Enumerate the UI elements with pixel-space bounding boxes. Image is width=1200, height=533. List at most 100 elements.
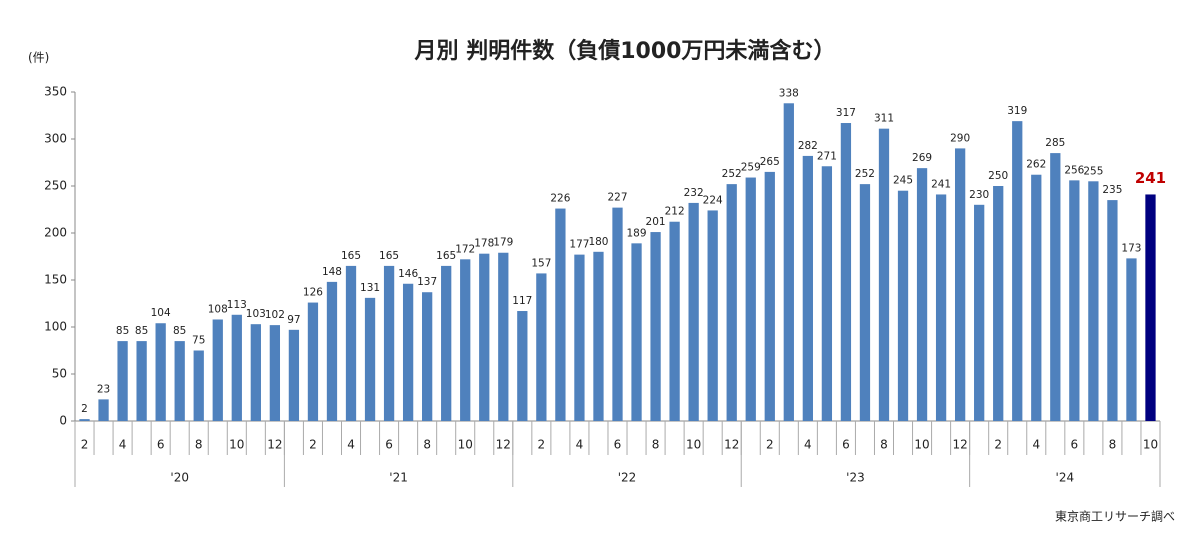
- value-label: 290: [950, 132, 970, 144]
- value-label: 85: [173, 325, 186, 337]
- bar: [212, 319, 223, 421]
- bar: [1088, 181, 1099, 421]
- bar: [460, 259, 471, 421]
- x-tick-label: 2: [538, 438, 546, 452]
- value-label: 23: [97, 383, 110, 395]
- value-label: 165: [341, 250, 361, 262]
- x-tick-label: 6: [1071, 438, 1079, 452]
- y-tick-label: 50: [52, 367, 67, 381]
- bar: [650, 232, 661, 421]
- bar: [821, 166, 833, 421]
- value-label: 252: [722, 168, 742, 180]
- x-tick-label: 6: [385, 438, 393, 452]
- x-tick-label: 12: [267, 438, 282, 452]
- bar: [174, 341, 185, 421]
- bar: [726, 184, 737, 421]
- y-tick-label: 150: [44, 273, 67, 287]
- bar: [840, 123, 852, 422]
- value-label: 250: [988, 170, 1008, 182]
- x-tick-label: 8: [652, 438, 660, 452]
- value-label: 224: [703, 194, 723, 206]
- bar: [783, 103, 794, 421]
- bar: [1069, 180, 1080, 421]
- y-tick-label: 300: [44, 132, 67, 146]
- value-label: 245: [893, 175, 913, 187]
- bar: [954, 148, 966, 421]
- x-group-label: '23: [846, 471, 865, 485]
- chart-title: 月別 判明件数（負債1000万円未満含む）: [414, 38, 836, 64]
- x-tick-label: 4: [347, 438, 355, 452]
- x-tick-label: 8: [880, 438, 888, 452]
- value-label: 108: [208, 303, 228, 315]
- x-tick-label: 10: [229, 438, 244, 452]
- bar: [269, 325, 281, 421]
- x-tick-label: 2: [994, 438, 1002, 452]
- value-label: 146: [398, 268, 418, 280]
- value-label: 271: [817, 150, 837, 162]
- value-label: 227: [607, 192, 627, 204]
- x-tick-label: 12: [724, 438, 739, 452]
- bar: [307, 302, 319, 421]
- x-tick-label: 8: [423, 438, 431, 452]
- value-label: 255: [1083, 165, 1103, 177]
- bar: [422, 292, 433, 421]
- x-tick-label: 8: [195, 438, 203, 452]
- bar: [1107, 200, 1118, 421]
- x-group-label: '20: [170, 471, 189, 485]
- value-label: 103: [246, 308, 266, 320]
- value-label: 241: [931, 178, 951, 190]
- value-label: 75: [192, 335, 205, 347]
- x-tick-label: 12: [496, 438, 511, 452]
- bar: [364, 297, 376, 421]
- x-tick-label: 2: [81, 438, 89, 452]
- value-label: 148: [322, 266, 342, 278]
- bar: [631, 243, 642, 421]
- value-label: 262: [1026, 159, 1046, 171]
- y-tick-label: 350: [44, 85, 67, 99]
- value-label: 113: [227, 299, 247, 311]
- value-label: 137: [417, 276, 437, 288]
- bar: [1012, 121, 1023, 421]
- value-label: 165: [436, 250, 456, 262]
- value-label: 232: [684, 187, 704, 199]
- bar: [326, 281, 338, 421]
- value-label: 173: [1121, 242, 1141, 254]
- value-label: 252: [855, 168, 875, 180]
- value-label: 172: [455, 243, 475, 255]
- y-unit: (件): [28, 51, 49, 65]
- value-label: 2: [81, 403, 88, 415]
- value-label: 165: [379, 250, 399, 262]
- value-label: 265: [760, 156, 780, 168]
- value-label: 126: [303, 287, 323, 299]
- y-tick-label: 200: [44, 226, 67, 240]
- bar: [688, 202, 699, 421]
- x-group-label: '21: [389, 471, 408, 485]
- value-label: 319: [1007, 105, 1027, 117]
- bar: [1126, 258, 1137, 421]
- value-label: 85: [116, 325, 129, 337]
- value-label: 131: [360, 282, 380, 294]
- value-label: 282: [798, 140, 818, 152]
- value-label: 189: [627, 227, 647, 239]
- x-tick-label: 12: [952, 438, 967, 452]
- value-label: 235: [1102, 184, 1122, 196]
- bar: [612, 207, 623, 421]
- bar: [859, 184, 871, 421]
- bar: [383, 265, 395, 421]
- bar: [916, 168, 928, 421]
- x-tick-label: 10: [1143, 438, 1158, 452]
- x-tick-label: 10: [458, 438, 473, 452]
- value-label: 285: [1045, 137, 1065, 149]
- x-tick-label: 10: [914, 438, 929, 452]
- value-label: 212: [665, 206, 685, 218]
- bar: [155, 323, 166, 421]
- bar: [136, 341, 147, 421]
- value-label: 117: [512, 295, 532, 307]
- bar: [669, 221, 680, 421]
- y-tick-label: 0: [59, 414, 67, 428]
- bar: [536, 273, 547, 421]
- x-tick-label: 2: [309, 438, 317, 452]
- value-label: 97: [287, 314, 300, 326]
- bar: [79, 419, 90, 421]
